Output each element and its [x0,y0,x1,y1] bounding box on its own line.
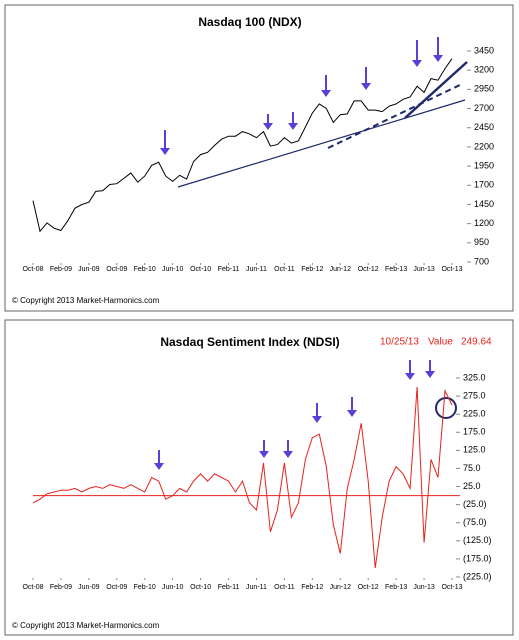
x-tick-label: Jun-10 [162,266,184,273]
x-tick-label: Oct-12 [358,584,379,591]
copyright: © Copyright 2013 Market-Harmonics.com [12,296,160,305]
highlight-circle [435,397,457,419]
y-tick-label: 1200 [474,218,494,228]
x-tick-label: Oct-09 [106,584,127,591]
arrow-head [288,123,298,130]
arrow-head [361,83,371,90]
y-tick-label: 2450 [474,122,494,132]
arrow-head [347,410,357,417]
x-tick-label: Oct-13 [441,584,462,591]
arrow-head [412,60,422,67]
arrow-head [321,90,331,97]
arrows [154,37,443,470]
x-tick-label: Jun-11 [246,584,267,591]
trend-lines [177,61,468,188]
arrow-head [405,373,415,380]
trend-line [404,61,468,119]
y-tick-label: 950 [474,237,489,247]
y-tick-label: 225.0 [463,409,486,419]
x-tick-label: Feb-10 [134,584,156,591]
arrow-head [312,416,322,423]
y-tick-label: 175.0 [463,427,486,437]
x-tick-label: Jun-13 [413,266,435,273]
x-tick-label: Feb-13 [385,266,407,273]
last-value: 249.64 [461,337,492,348]
y-tick-label: 75.0 [463,463,481,473]
x-tick-label: Feb-09 [50,584,72,591]
x-tick-label: Feb-11 [218,584,240,591]
x-tick-label: Jun-09 [78,584,100,591]
x-tick-label: Feb-09 [50,266,72,273]
chart-title: Nasdaq 100 (NDX) [198,15,301,29]
y-tick-label: 2200 [474,141,494,151]
x-tick-label: Jun-12 [330,266,352,273]
trend-line [177,99,466,188]
y-tick-label: (25.0) [463,499,487,509]
y-tick-label: 2950 [474,84,494,94]
arrow-head [259,451,269,458]
data-line [32,386,453,569]
x-tick-label: Feb-10 [134,266,156,273]
x-tick-label: Oct-08 [22,584,43,591]
x-tick-label: Oct-10 [190,266,211,273]
y-tick-label: 3450 [474,45,494,55]
y-tick-label: 700 [474,256,489,266]
x-tick-label: Oct-10 [190,584,211,591]
panel-frame [4,4,514,312]
x-tick-label: Jun-09 [78,266,100,273]
x-tick-label: Feb-12 [301,584,323,591]
arrow-head [160,148,170,155]
y-tick-label: 25.0 [463,481,481,491]
y-tick-label: (175.0) [463,553,492,563]
x-tick-label: Feb-13 [385,584,407,591]
x-tick-label: Feb-11 [218,266,240,273]
x-tick-label: Feb-12 [301,266,323,273]
y-tick-label: 3200 [474,65,494,75]
last-label: Value [428,337,453,348]
copyright: © Copyright 2013 Market-Harmonics.com [12,621,160,630]
y-tick-label: 325.0 [463,372,486,382]
arrow-head [263,123,273,130]
x-tick-label: Oct-11 [274,266,295,273]
arrow-head [433,55,443,62]
x-tick-label: Oct-11 [274,584,295,591]
x-tick-label: Jun-11 [246,266,267,273]
arrow-head [154,463,164,470]
arrow-head [283,451,293,458]
y-tick-label: 1450 [474,199,494,209]
x-tick-label: Oct-09 [106,266,127,273]
y-tick-label: 2700 [474,103,494,113]
arrow-head [425,371,435,378]
data-line [32,58,453,233]
y-tick-label: (75.0) [463,517,487,527]
x-tick-label: Jun-13 [413,584,435,591]
x-tick-label: Jun-12 [330,584,352,591]
x-tick-label: Jun-10 [162,584,184,591]
y-tick-label: 1950 [474,160,494,170]
y-tick-label: 1700 [474,180,494,190]
x-tick-label: Oct-12 [358,266,379,273]
last-date: 10/25/13 [380,337,419,348]
x-tick-label: Oct-13 [441,266,462,273]
y-tick-label: 275.0 [463,390,486,400]
chart-title: Nasdaq Sentiment Index (NDSI) [160,335,339,349]
y-tick-label: 125.0 [463,445,486,455]
y-tick-label: (125.0) [463,535,492,545]
x-tick-label: Oct-08 [22,266,43,273]
trend-line [327,83,463,149]
y-tick-label: (225.0) [463,571,492,581]
